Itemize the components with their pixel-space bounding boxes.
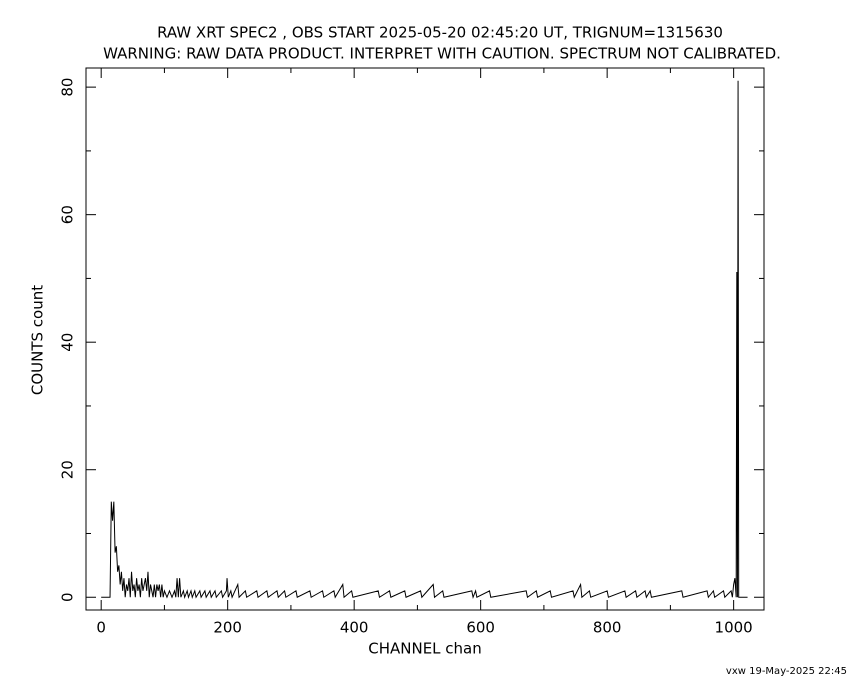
chart-subtitle: WARNING: RAW DATA PRODUCT. INTERPRET WIT… [103, 45, 781, 63]
x-tick-label: 0 [96, 619, 106, 637]
x-tick-label: 400 [340, 619, 369, 637]
chart-title: RAW XRT SPEC2 , OBS START 2025-05-20 02:… [157, 24, 723, 42]
x-axis-label: CHANNEL chan [368, 640, 482, 658]
x-tick-label: 200 [213, 619, 242, 637]
y-tick-label: 80 [59, 78, 77, 97]
footer: vxw 19-May-2025 22:45 [726, 666, 847, 677]
plot-frame [85, 67, 765, 611]
x-tick-label: 600 [466, 619, 495, 637]
x-tick-label: 1000 [715, 619, 753, 637]
y-tick-label: 20 [59, 460, 77, 479]
y-tick-label: 40 [59, 333, 77, 352]
y-tick-label: 0 [59, 592, 77, 602]
spectrum-line [101, 80, 748, 600]
y-tick-label: 60 [59, 205, 77, 224]
x-tick-label: 800 [593, 619, 622, 637]
y-axis-label: COUNTS count [29, 285, 47, 395]
